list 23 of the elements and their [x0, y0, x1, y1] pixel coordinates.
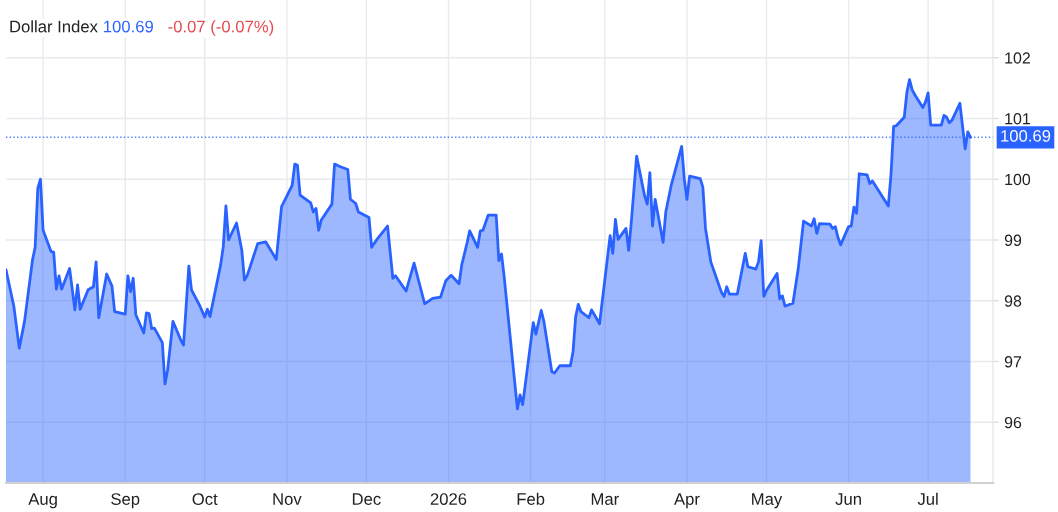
- ref-line-label: 100.69: [1001, 129, 1051, 142]
- annotation: -0.07 (-0.07%): [168, 20, 274, 36]
- y-tick-label: 101: [1005, 113, 1030, 125]
- x-tick-label: Oct: [192, 493, 218, 505]
- x-tick-label: Feb: [517, 492, 545, 505]
- y-tick-label: 99: [1004, 234, 1022, 246]
- y-tick-label: 102: [1005, 52, 1030, 64]
- text: Dollar Index: [10, 20, 98, 33]
- y-tick-label: 96: [1004, 416, 1022, 429]
- x-tick-label: May: [752, 493, 783, 509]
- annotation: 100.69: [104, 20, 153, 33]
- x-tick-label: Aug: [28, 493, 57, 509]
- x-tick-label: Apr: [674, 493, 700, 509]
- x-tick-label: Jul: [917, 492, 938, 505]
- x-tick-label: 2026: [430, 493, 467, 505]
- y-tick-label: 97: [1004, 356, 1022, 368]
- y-tick-label: 100: [1005, 173, 1031, 186]
- x-tick-label: Nov: [273, 493, 302, 505]
- x-tick-label: Sep: [111, 493, 140, 509]
- x-tick-label: Dec: [352, 493, 381, 505]
- x-tick-label: Jun: [835, 493, 861, 505]
- y-tick-label: 98: [1004, 295, 1022, 307]
- x-tick-label: Mar: [591, 493, 619, 505]
